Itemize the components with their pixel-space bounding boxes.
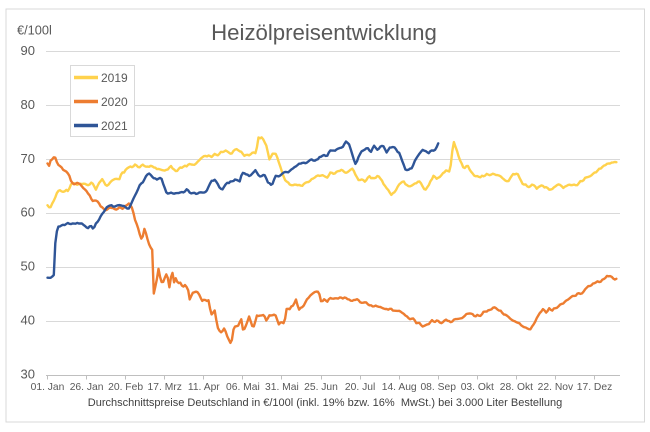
svg-text:30: 30 <box>21 367 35 382</box>
svg-text:11. Apr: 11. Apr <box>188 382 220 393</box>
svg-text:17. Dez: 17. Dez <box>577 382 613 393</box>
svg-text:70: 70 <box>21 151 35 166</box>
svg-text:Heizölpreisentwicklung: Heizölpreisentwicklung <box>211 20 437 45</box>
svg-text:31. Mai: 31. Mai <box>265 382 299 393</box>
svg-text:26. Jan: 26. Jan <box>70 382 104 393</box>
svg-text:80: 80 <box>21 97 35 112</box>
svg-text:2020: 2020 <box>101 95 128 109</box>
svg-text:90: 90 <box>21 43 35 58</box>
svg-text:20. Feb: 20. Feb <box>108 382 143 393</box>
svg-text:60: 60 <box>21 205 35 220</box>
svg-text:€/100l: €/100l <box>17 22 52 37</box>
svg-text:50: 50 <box>21 259 35 274</box>
svg-text:06. Mai: 06. Mai <box>226 382 260 393</box>
svg-text:2019: 2019 <box>101 71 128 85</box>
svg-text:22. Nov: 22. Nov <box>538 382 574 393</box>
svg-text:28. Okt: 28. Okt <box>500 382 533 393</box>
svg-text:08. Sep: 08. Sep <box>420 382 456 393</box>
svg-text:01. Jan: 01. Jan <box>31 382 65 393</box>
svg-text:40: 40 <box>21 313 35 328</box>
svg-text:25. Jun: 25. Jun <box>304 382 338 393</box>
svg-text:2021: 2021 <box>101 119 128 133</box>
svg-text:20. Jul: 20. Jul <box>345 382 375 393</box>
svg-text:14. Aug: 14. Aug <box>382 382 417 393</box>
svg-text:17. Mrz: 17. Mrz <box>148 382 182 393</box>
svg-text:Durchschnittspreise Deutschlan: Durchschnittspreise Deutschland in €/100… <box>88 397 562 409</box>
svg-text:03. Okt: 03. Okt <box>461 382 494 393</box>
